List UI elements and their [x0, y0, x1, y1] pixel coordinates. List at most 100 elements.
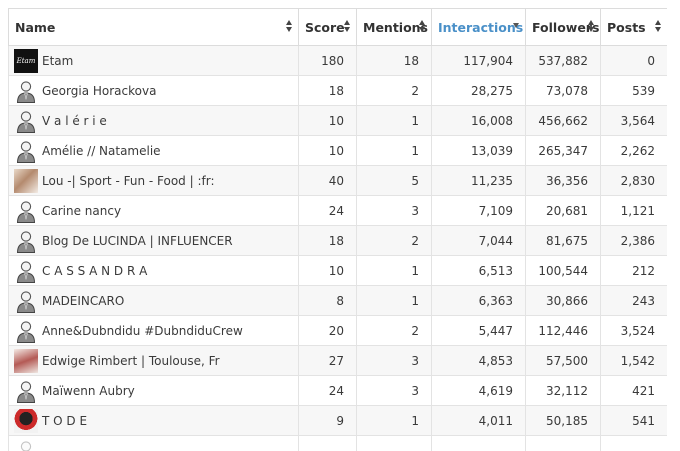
cell-score: 180: [298, 45, 357, 76]
cell-score: 10: [298, 135, 357, 166]
influencer-name[interactable]: T O D E: [42, 413, 88, 428]
cell-mentions: 1: [356, 405, 432, 436]
cell-interactions: 5,447: [431, 315, 526, 346]
cell-mentions: 3: [356, 195, 432, 226]
sort-icon[interactable]: [588, 20, 595, 32]
default-user-icon: [14, 439, 38, 451]
cell-followers: 36,356: [525, 165, 601, 196]
column-header-score[interactable]: Score: [298, 8, 357, 46]
cell-posts: 2,262: [600, 135, 667, 166]
default-user-icon: [14, 139, 38, 163]
default-user-icon: [14, 289, 38, 313]
cell-followers: 30,866: [525, 285, 601, 316]
cell-mentions: 3: [356, 375, 432, 406]
cell-name[interactable]: MADEINCARO: [8, 285, 299, 316]
cell-name[interactable]: Carine nancy: [8, 195, 299, 226]
column-header-interactions[interactable]: Interactions: [431, 8, 526, 46]
table-row[interactable]: Georgia Horackova 18 2 28,275 73,078 539: [8, 75, 667, 106]
cell-name[interactable]: Georgia Horackova: [8, 75, 299, 106]
cell-mentions: 5: [356, 165, 432, 196]
table-row[interactable]: Etam Etam 180 18 117,904 537,882 0: [8, 45, 667, 76]
cell-interactions: 11,235: [431, 165, 526, 196]
column-header-label: Posts: [607, 19, 646, 35]
cell-name[interactable]: T O D E: [8, 405, 299, 436]
column-header-label: Mentions: [363, 19, 429, 35]
cell-name[interactable]: V a l é r i e: [8, 105, 299, 136]
cell-followers: 57,500: [525, 345, 601, 376]
cell-name[interactable]: Etam Etam: [8, 45, 299, 76]
cell-posts: 2,830: [600, 165, 667, 196]
column-header-posts[interactable]: Posts: [600, 8, 667, 46]
cell-mentions: 1: [356, 135, 432, 166]
cell-score: 10: [298, 105, 357, 136]
column-header-mentions[interactable]: Mentions: [356, 8, 432, 46]
influencer-name[interactable]: MADEINCARO: [42, 293, 125, 308]
influencer-name[interactable]: Edwige Rimbert | Toulouse, Fr: [42, 353, 220, 368]
cell-mentions: 2: [356, 75, 432, 106]
table-row[interactable]: Lou -| Sport - Fun - Food | :fr: 40 5 11,23…: [8, 165, 667, 196]
influencer-name[interactable]: Maïwenn Aubry: [42, 383, 135, 398]
influencer-name[interactable]: Georgia Horackova: [42, 83, 157, 98]
profile-photo-avatar: [14, 168, 38, 193]
cell-interactions: 6,513: [431, 255, 526, 286]
cell-posts: 541: [600, 405, 667, 436]
influencer-name[interactable]: Anne&Dubndidu #DubndiduCrew: [42, 323, 243, 338]
default-user-icon: [14, 229, 38, 253]
influencer-name[interactable]: V a l é r i e: [42, 113, 107, 128]
cell-followers: 100,544: [525, 255, 601, 286]
cell-name[interactable]: Lou -| Sport - Fun - Food | :fr:: [8, 165, 299, 196]
cell-name[interactable]: Blog De LUCINDA | INFLUENCER: [8, 225, 299, 256]
cell-followers: 112,446: [525, 315, 601, 346]
cell-mentions: 1: [356, 105, 432, 136]
column-header-name[interactable]: Name: [8, 8, 299, 46]
cell-posts: 212: [600, 255, 667, 286]
column-header-label: Followers: [532, 19, 600, 35]
influencer-table-container: Name Score Mentions Interactions Followe…: [8, 8, 667, 451]
cell-name[interactable]: C A S S A N D R A: [8, 255, 299, 286]
table-row[interactable]: V a l é r i e 10 1 16,008 456,662 3,564: [8, 105, 667, 136]
profile-photo-avatar: [14, 408, 38, 433]
influencer-name[interactable]: Etam: [42, 53, 74, 68]
sort-icon[interactable]: [419, 20, 426, 32]
cell-name[interactable]: Edwige Rimbert | Toulouse, Fr: [8, 345, 299, 376]
sort-desc-icon[interactable]: [513, 20, 520, 32]
cell-posts: 421: [600, 375, 667, 406]
cell-interactions: 13,039: [431, 135, 526, 166]
column-header-followers[interactable]: Followers: [525, 8, 601, 46]
sort-icon[interactable]: [655, 20, 662, 32]
cell-interactions: 117,904: [431, 45, 526, 76]
table-row[interactable]: Carine nancy 24 3 7,109 20,681 1,121: [8, 195, 667, 226]
cell-score: 24: [298, 195, 357, 226]
sort-icon[interactable]: [286, 20, 293, 32]
cell-score: 24: [298, 375, 357, 406]
cell-name[interactable]: Maïwenn Aubry: [8, 375, 299, 406]
cell-followers: 81,675: [525, 225, 601, 256]
influencer-name[interactable]: C A S S A N D R A: [42, 263, 148, 278]
influencer-name[interactable]: Blog De LUCINDA | INFLUENCER: [42, 233, 233, 248]
table-row[interactable]: Blog De LUCINDA | INFLUENCER 18 2 7,044 81,6…: [8, 225, 667, 256]
column-header-label: Score: [305, 19, 345, 35]
cell-interactions: 7,044: [431, 225, 526, 256]
table-row[interactable]: Amélie // Natamelie 10 1 13,039 265,347 2,262: [8, 135, 667, 166]
cell-followers: 537,882: [525, 45, 601, 76]
cell-mentions: 2: [356, 315, 432, 346]
table-row[interactable]: Edwige Rimbert | Toulouse, Fr 27 3 4,853 57,…: [8, 345, 667, 376]
table-row[interactable]: MADEINCARO 8 1 6,363 30,866 243: [8, 285, 667, 316]
cell-mentions: 1: [356, 285, 432, 316]
influencer-name[interactable]: Carine nancy: [42, 203, 122, 218]
table-row[interactable]: Maïwenn Aubry 24 3 4,619 32,112 421: [8, 375, 667, 406]
cell-followers: 50,185: [525, 405, 601, 436]
cell-posts: 0: [600, 45, 667, 76]
table-row[interactable]: C A S S A N D R A 10 1 6,513 100,544 212: [8, 255, 667, 286]
cell-interactions: 6,363: [431, 285, 526, 316]
influencer-name[interactable]: Amélie // Natamelie: [42, 143, 161, 158]
cell-name[interactable]: Anne&Dubndidu #DubndiduCrew: [8, 315, 299, 346]
column-header-label: Interactions: [438, 19, 524, 35]
influencer-name[interactable]: Lou -| Sport - Fun - Food | :fr:: [42, 173, 215, 188]
sort-icon[interactable]: [344, 20, 351, 32]
table-row[interactable]: T O D E 9 1 4,011 50,185 541: [8, 405, 667, 436]
cell-name[interactable]: Amélie // Natamelie: [8, 135, 299, 166]
table-row[interactable]: Anne&Dubndidu #DubndiduCrew 20 2 5,447 112,4…: [8, 315, 667, 346]
cell-posts: 1,121: [600, 195, 667, 226]
cell-interactions: 4,011: [431, 405, 526, 436]
